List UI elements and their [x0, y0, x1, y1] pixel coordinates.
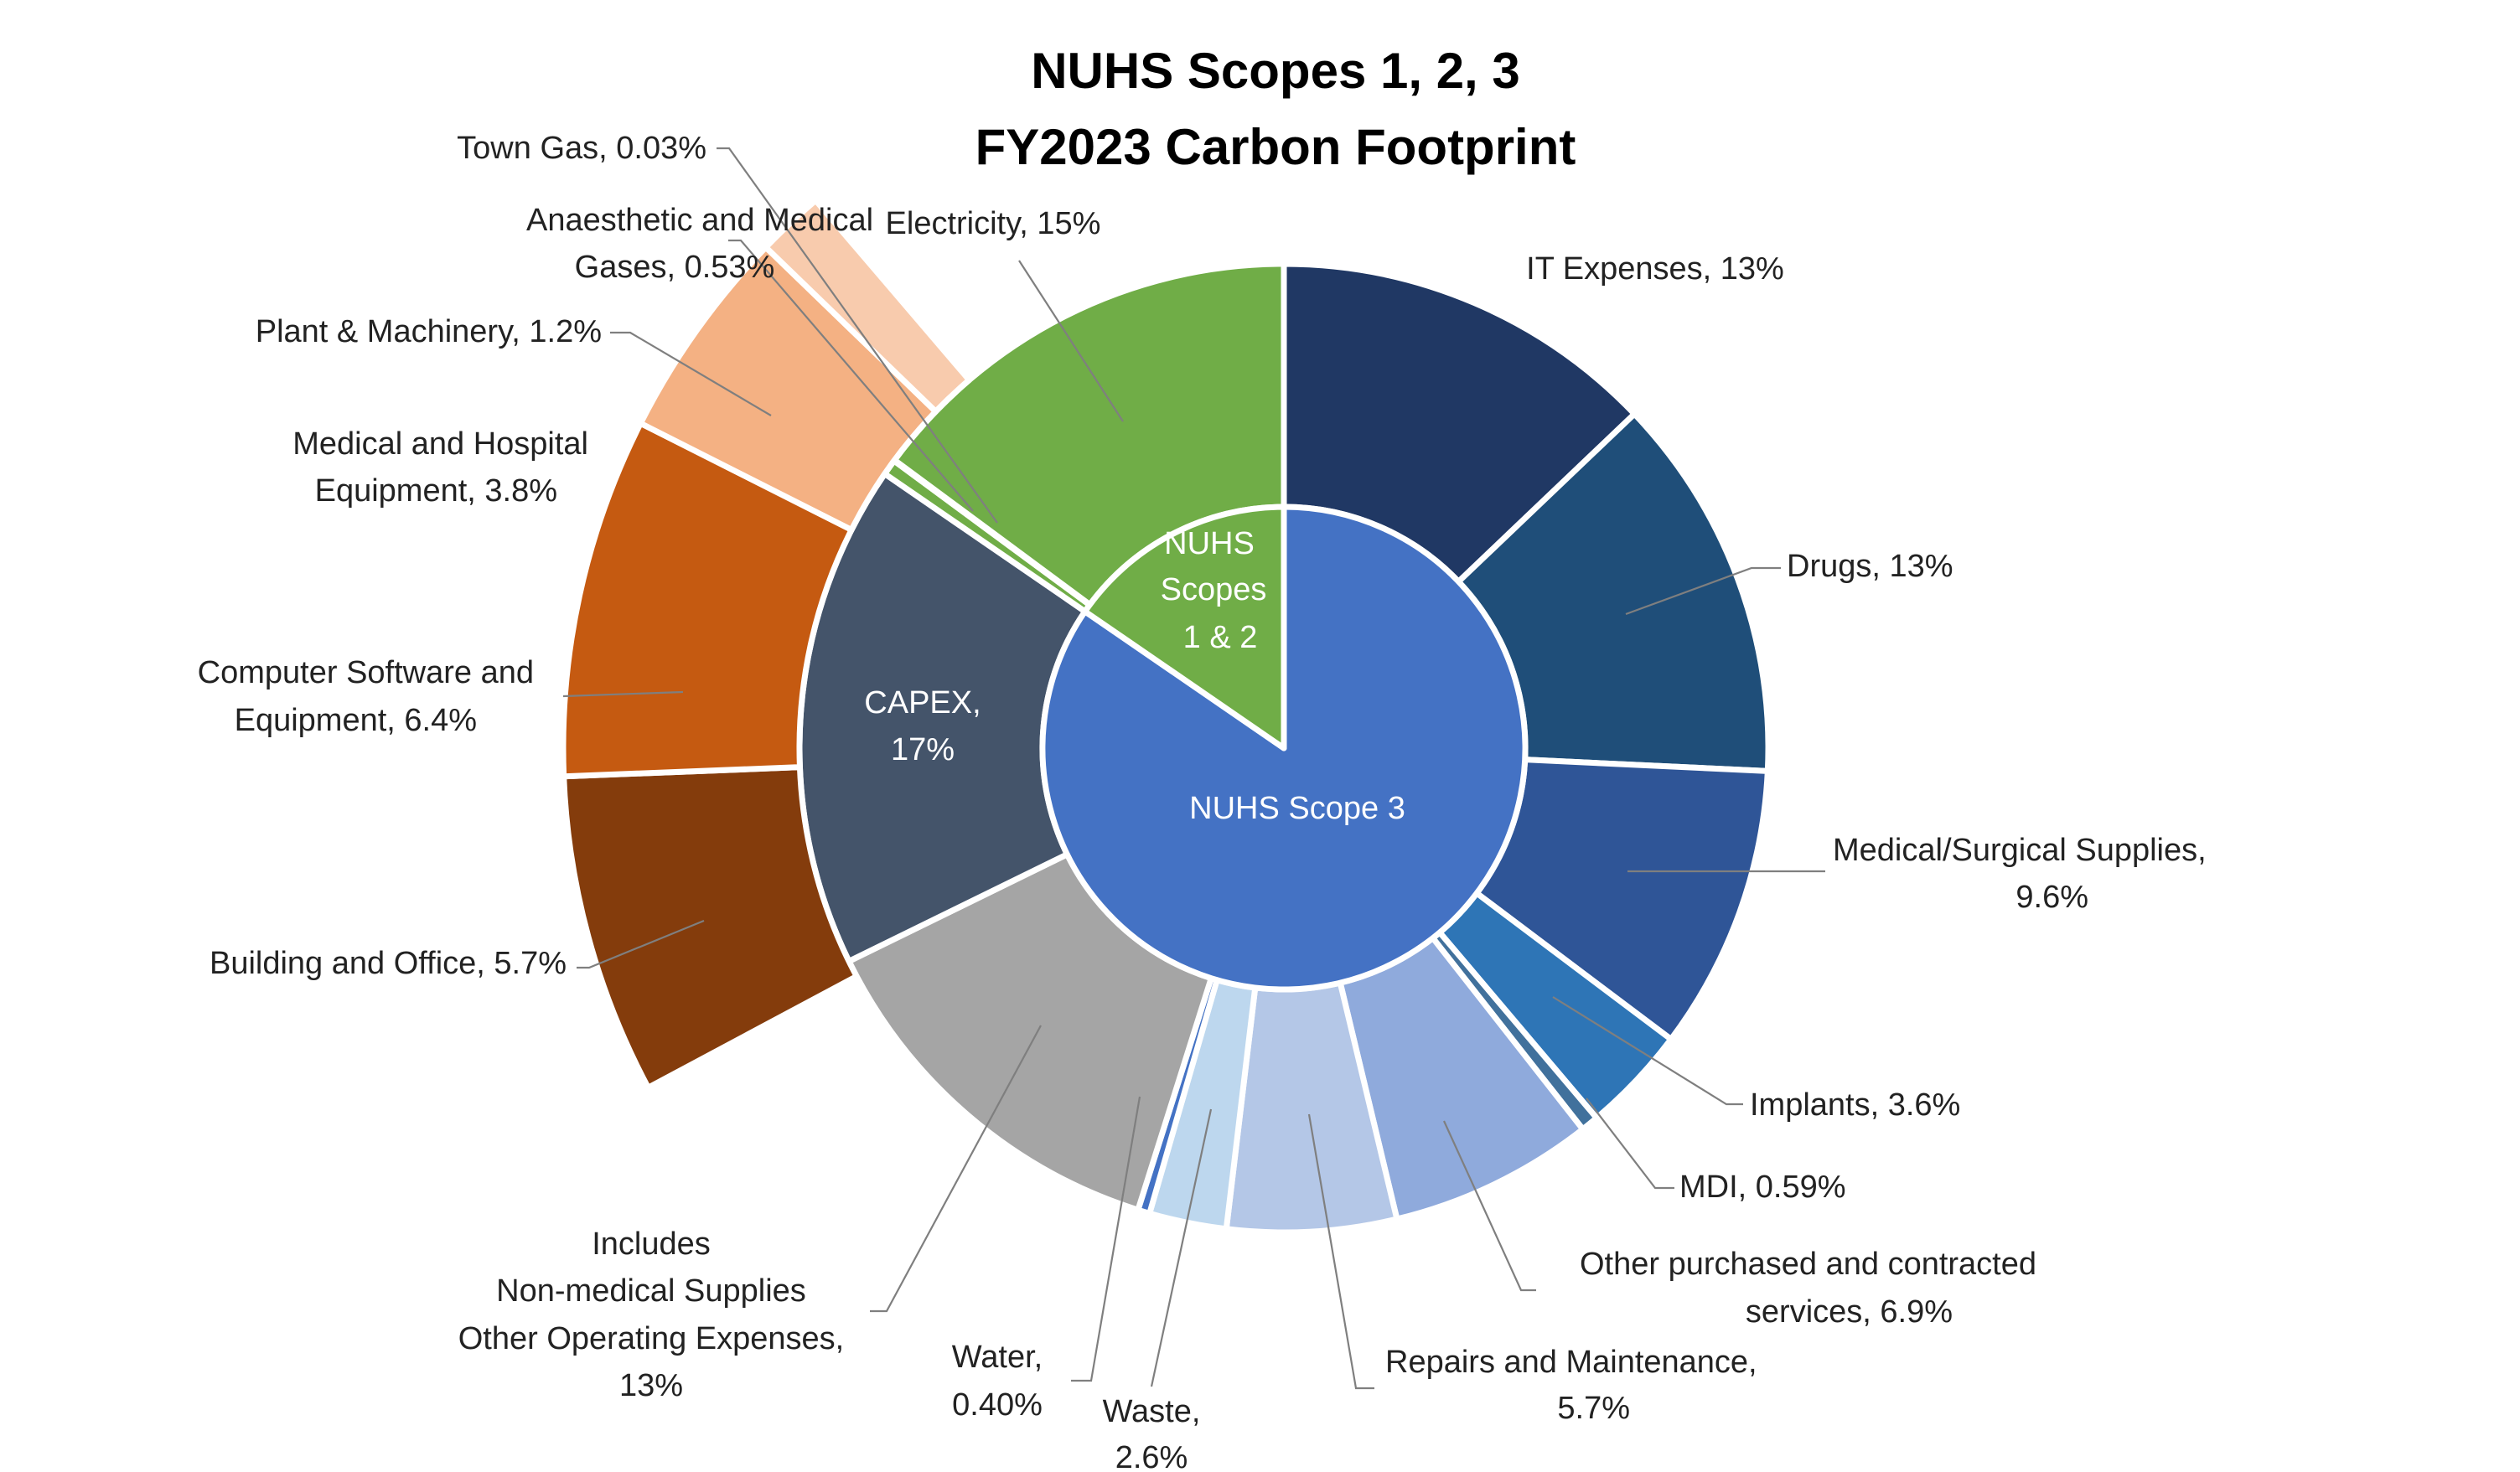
label-repairs-line-1: Repairs and Maintenance,: [1385, 1345, 1757, 1380]
label-capex-computer-line-2: Equipment, 6.4%: [235, 703, 477, 738]
chart-title-line-2: FY2023 Carbon Footprint: [975, 119, 1576, 175]
leader-towngas: [717, 147, 998, 524]
label-nonmed-line-1: Includes: [592, 1227, 711, 1262]
slice-labels: IT Expenses, 13% Drugs, 13% Medical/Surgic…: [198, 131, 2207, 1472]
label-water-line-2: 0.40%: [952, 1387, 1043, 1423]
leader-repairs: [1307, 1113, 1374, 1390]
leader-capex-building: [577, 919, 705, 969]
label-capex-medequip-line-2: Equipment, 3.8%: [315, 473, 557, 509]
label-anaesthetic-line-2: Gases, 0.53%: [575, 250, 775, 285]
label-inner-s3-line-1: NUHS Scope 3: [1189, 791, 1405, 826]
leader-mdi: [1586, 1098, 1674, 1190]
label-medsurg-line-2: 9.6%: [2015, 880, 2088, 915]
leader-water: [1071, 1096, 1141, 1382]
leader-drugs: [1625, 566, 1781, 616]
label-electricity-line-1: Electricity, 15%: [886, 206, 1101, 241]
leader-capex-computer: [562, 690, 684, 698]
label-capex-line-2: 17%: [891, 732, 955, 767]
label-medsurg-line-1: Medical/Surgical Supplies,: [1833, 833, 2207, 868]
leader-anaesthetic: [728, 239, 974, 512]
label-nonmed-line-2: Non-medical Supplies: [496, 1273, 806, 1309]
label-implants-line-1: Implants, 3.6%: [1750, 1087, 1960, 1123]
label-water-line-1: Water,: [952, 1340, 1043, 1375]
leader-electricity: [1018, 260, 1124, 422]
leader-capex-plant: [610, 331, 772, 416]
slice-capex-plant: [763, 197, 973, 415]
chart-title-line-1: NUHS Scopes 1, 2, 3: [1031, 43, 1520, 99]
leader-nonmed: [870, 1025, 1042, 1313]
label-waste-line-2: 2.6%: [1115, 1440, 1188, 1472]
label-nonmed-line-4: 13%: [619, 1368, 683, 1403]
label-other_services-line-1: Other purchased and contracted: [1580, 1247, 2036, 1282]
label-capex-medequip-line-1: Medical and Hospital: [292, 426, 588, 462]
label-it-line-1: IT Expenses, 13%: [1526, 251, 1784, 287]
label-capex-plant-line-1: Plant & Machinery, 1.2%: [256, 314, 602, 349]
label-inner-s12-line-1: NUHS: [1164, 526, 1255, 561]
slice-inner-s12: [1082, 504, 1287, 751]
label-other_services-line-2: services, 6.9%: [1746, 1294, 1953, 1330]
label-towngas-line-1: Town Gas, 0.03%: [457, 131, 706, 166]
label-repairs-line-2: 5.7%: [1557, 1391, 1630, 1426]
label-drugs-line-1: Drugs, 13%: [1787, 549, 1953, 584]
label-capex-line-1: CAPEX,: [864, 685, 981, 721]
label-inner-s12-line-2: Scopes: [1161, 572, 1267, 607]
label-capex-computer-line-1: Computer Software and: [198, 655, 534, 690]
chart-slices: [560, 197, 1772, 1236]
leader-lines: [562, 147, 1825, 1390]
label-mdi-line-1: MDI, 0.59%: [1679, 1170, 1846, 1205]
leader-other_services: [1442, 1120, 1536, 1292]
label-waste-line-1: Waste,: [1103, 1394, 1201, 1429]
label-anaesthetic-line-1: Anaesthetic and Medical: [526, 203, 873, 238]
label-inner-s12-line-3: 1 & 2: [1183, 620, 1258, 655]
leader-implants: [1552, 996, 1743, 1106]
leader-waste: [1150, 1108, 1213, 1387]
label-capex-building-line-1: Building and Office, 5.7%: [210, 946, 567, 981]
label-nonmed-line-3: Other Operating Expenses,: [458, 1321, 844, 1356]
